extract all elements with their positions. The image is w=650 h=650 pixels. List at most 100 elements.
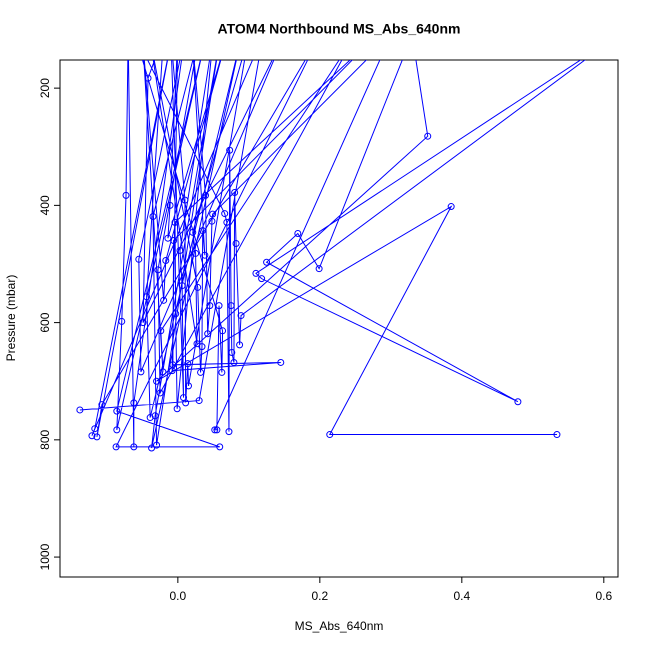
- point: [122, 191, 130, 199]
- x-tick-label: 0.6: [595, 589, 612, 603]
- point: [215, 302, 223, 310]
- point: [294, 230, 302, 238]
- point: [263, 258, 271, 266]
- point: [170, 237, 178, 245]
- point: [175, 32, 181, 38]
- point: [252, 269, 260, 277]
- point: [91, 425, 99, 433]
- point: [219, 327, 227, 335]
- point: [148, 444, 156, 452]
- point: [196, 32, 202, 38]
- point: [139, 319, 147, 327]
- point: [157, 327, 165, 335]
- point: [144, 74, 152, 82]
- point: [130, 443, 138, 451]
- point: [227, 302, 235, 310]
- point: [182, 399, 190, 407]
- point: [195, 397, 203, 405]
- point: [211, 426, 219, 434]
- point: [326, 431, 334, 439]
- x-tick-label: 0.2: [311, 589, 328, 603]
- point: [154, 266, 162, 274]
- point: [202, 191, 210, 199]
- y-tick-label: 200: [38, 78, 52, 98]
- y-tick-label: 1000: [38, 543, 52, 570]
- point: [160, 296, 168, 304]
- point: [232, 239, 240, 247]
- point: [194, 283, 202, 291]
- point: [132, 32, 138, 38]
- point: [277, 358, 285, 366]
- point: [135, 255, 143, 263]
- point: [236, 341, 244, 349]
- point: [514, 398, 522, 406]
- point: [231, 188, 239, 196]
- point: [159, 368, 167, 376]
- point: [209, 210, 217, 218]
- point: [225, 428, 233, 436]
- point: [221, 210, 229, 218]
- point: [139, 32, 145, 38]
- point: [118, 317, 126, 325]
- y-axis-label: Pressure (mbar): [4, 275, 18, 362]
- point: [113, 407, 121, 415]
- point: [178, 282, 186, 290]
- point: [162, 256, 170, 264]
- point: [315, 265, 323, 273]
- point: [213, 426, 221, 434]
- x-tick-label: 0.4: [453, 589, 470, 603]
- point: [173, 405, 181, 413]
- point: [447, 203, 455, 211]
- point: [197, 368, 205, 376]
- chart-title: ATOM4 Northbound MS_Abs_640nm: [218, 21, 461, 37]
- point: [189, 228, 197, 236]
- point: [193, 340, 201, 348]
- point: [258, 275, 266, 283]
- point: [171, 218, 179, 226]
- point: [169, 361, 177, 369]
- point: [146, 414, 154, 422]
- point: [182, 32, 188, 38]
- point: [172, 310, 180, 318]
- point: [164, 234, 172, 242]
- plot-area: [76, 32, 621, 452]
- point: [223, 218, 231, 226]
- y-tick-label: 400: [38, 195, 52, 215]
- point: [226, 146, 234, 154]
- point: [208, 217, 216, 225]
- point: [98, 401, 106, 409]
- point: [161, 32, 167, 38]
- point: [156, 389, 164, 397]
- point: [230, 358, 238, 366]
- point: [76, 406, 84, 414]
- point: [184, 360, 192, 368]
- point: [146, 32, 152, 38]
- point: [424, 132, 432, 140]
- point: [125, 32, 131, 38]
- point: [216, 443, 224, 451]
- point: [153, 441, 161, 449]
- point: [189, 32, 195, 38]
- y-tick-label: 600: [38, 312, 52, 332]
- point: [192, 249, 200, 257]
- point: [201, 251, 209, 259]
- series-line: [79, 60, 586, 449]
- point: [198, 343, 206, 351]
- point: [130, 399, 138, 407]
- point: [88, 432, 96, 440]
- point: [143, 293, 151, 301]
- point: [149, 213, 157, 221]
- point: [176, 247, 184, 255]
- point: [228, 348, 236, 356]
- point: [615, 32, 621, 38]
- point: [184, 382, 192, 390]
- point: [218, 368, 226, 376]
- point: [237, 312, 245, 320]
- plot-frame: [59, 59, 619, 578]
- point: [206, 302, 214, 310]
- point: [113, 426, 121, 434]
- point: [168, 32, 174, 38]
- x-axis-label: MS_Abs_640nm: [295, 619, 384, 633]
- point: [203, 32, 209, 38]
